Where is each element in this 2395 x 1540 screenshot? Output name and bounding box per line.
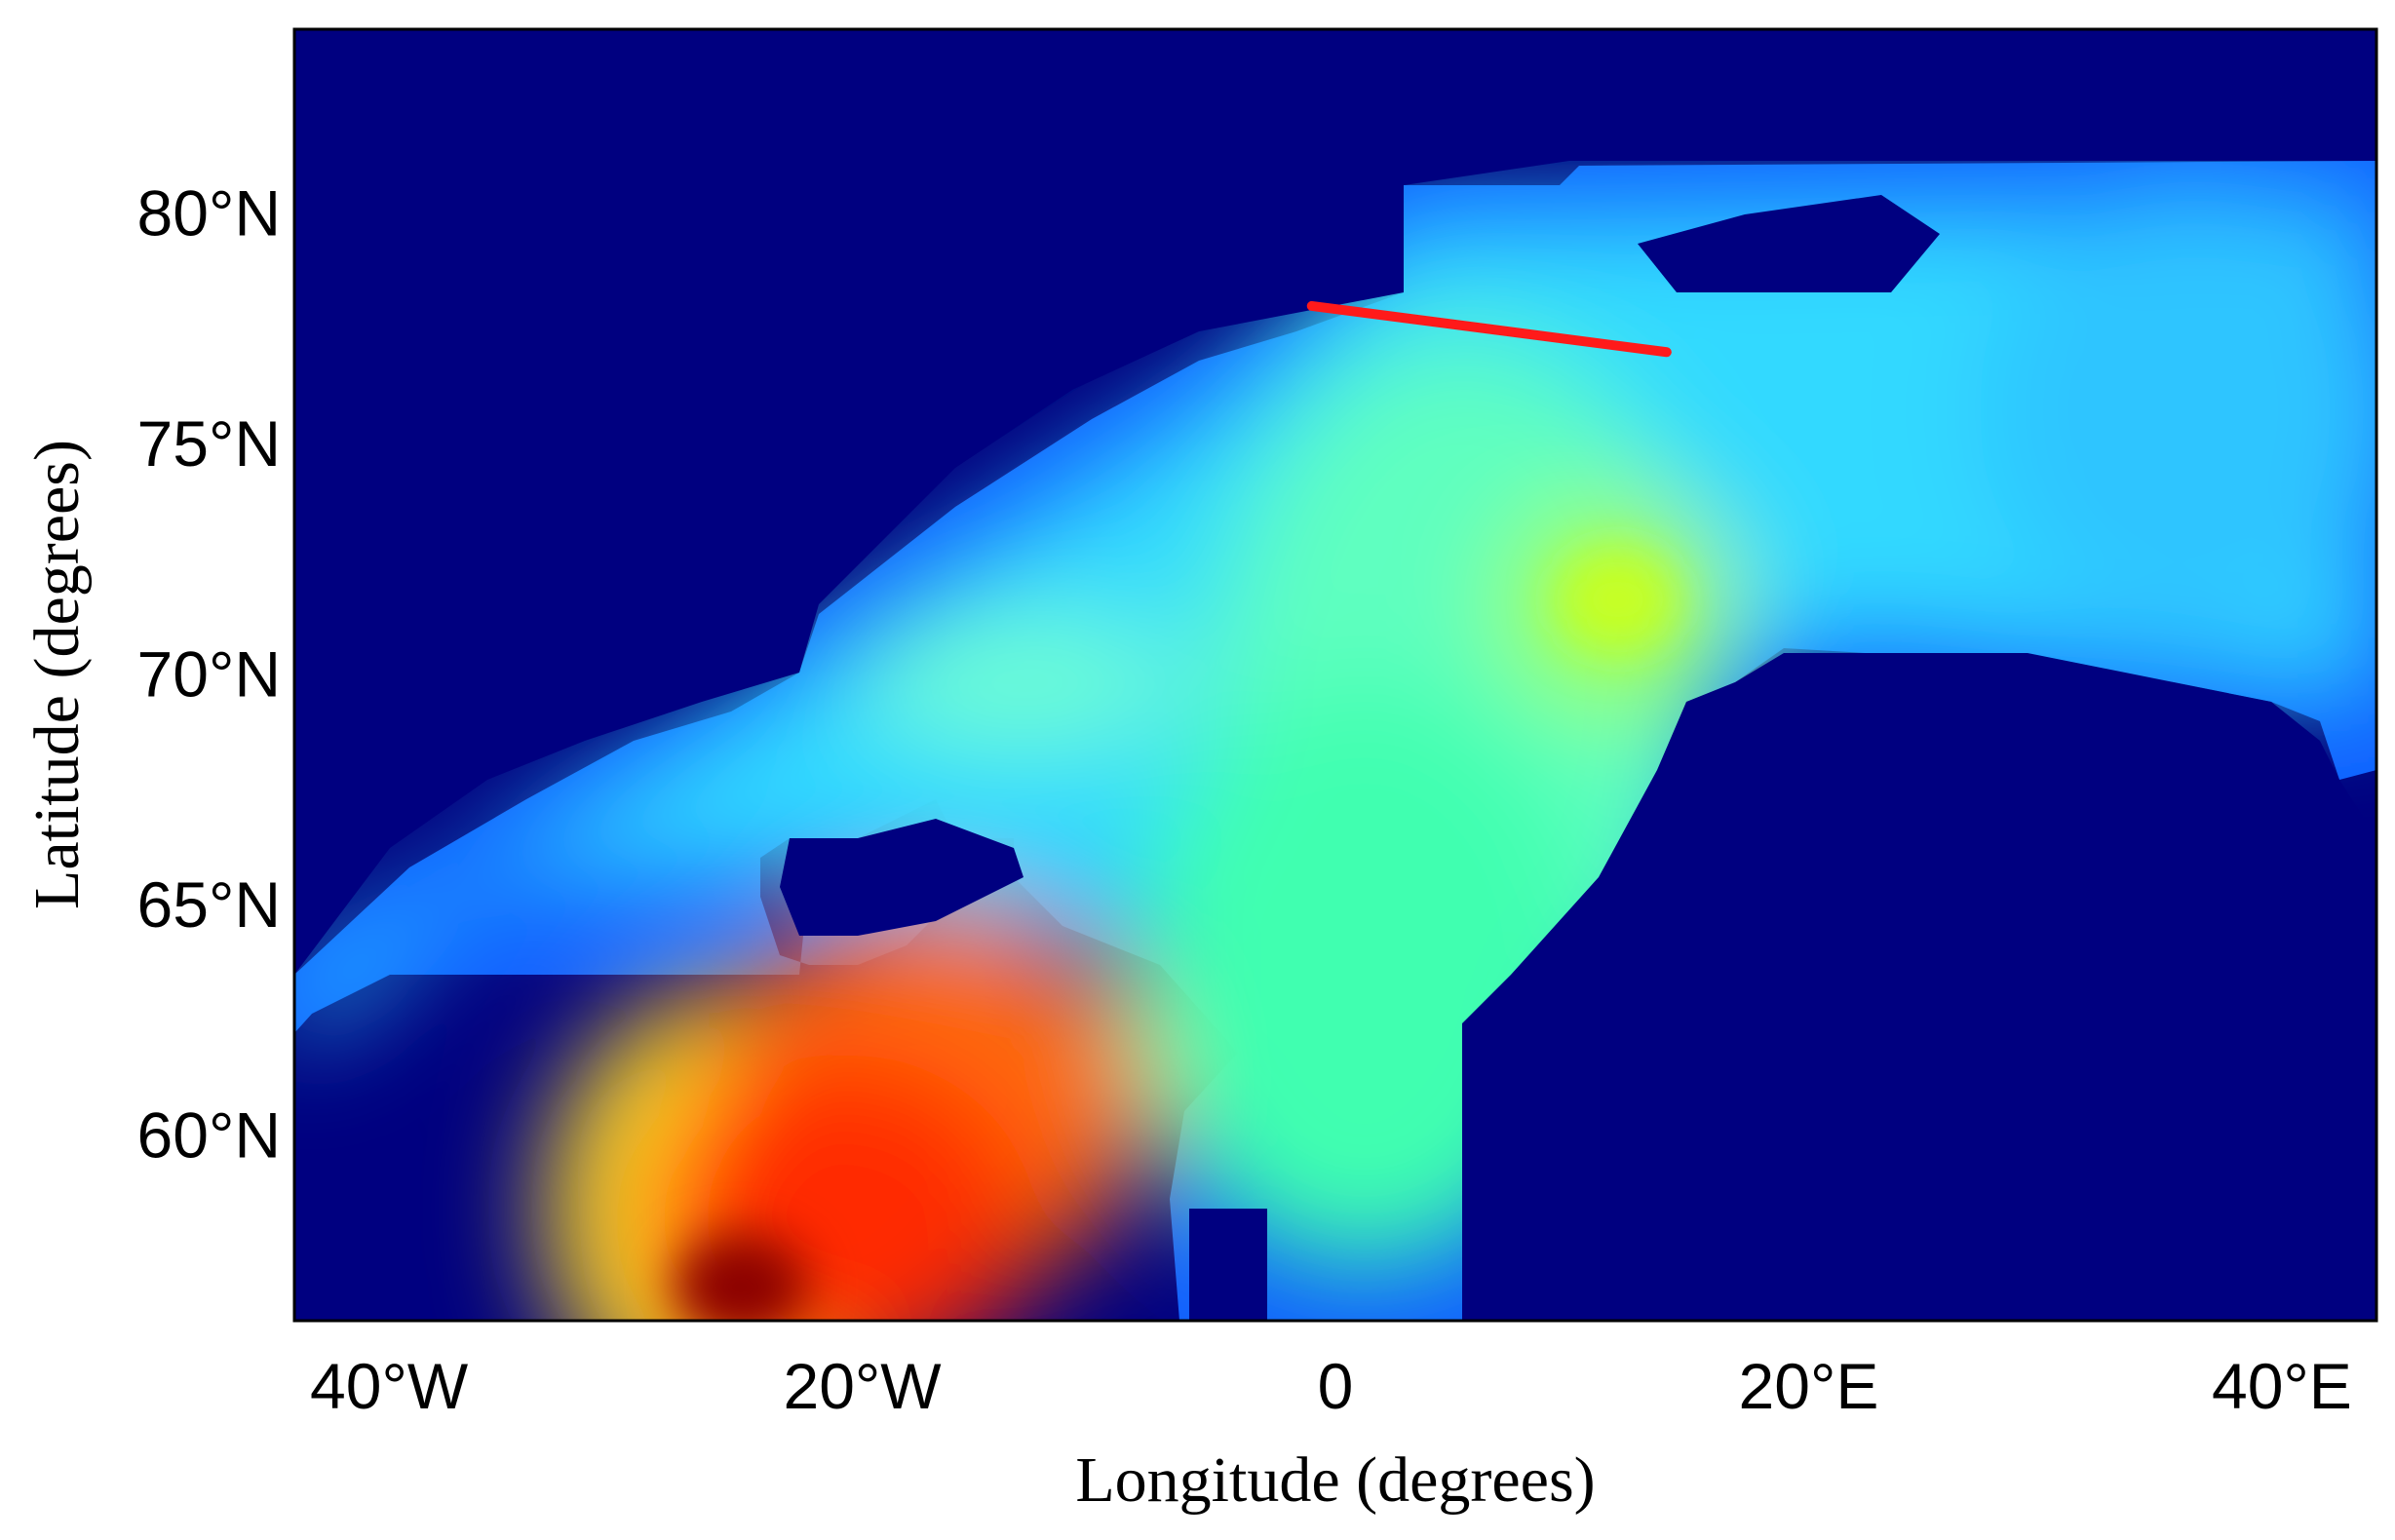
x-axis-title: Longitude (degrees) [1075,1444,1595,1516]
x-tick-label: 20°E [1739,1350,1879,1422]
section-line [1306,300,1672,358]
y-tick-labels: 60°N 65°N 70°N 75°N 80°N [137,176,281,1171]
y-tick-label: 70°N [137,638,281,711]
y-tick-label: 80°N [137,176,281,249]
y-tick-label: 65°N [137,868,281,941]
x-tick-label: 0 [1318,1350,1354,1422]
y-tick-label: 75°N [137,407,281,480]
ocean-field [294,29,2376,1321]
land-masks [294,29,2376,1321]
temperature-blobs [294,175,2376,1321]
x-tick-label: 40°E [2212,1350,2352,1422]
x-tick-label: 40°W [310,1350,469,1422]
axes-frame [292,27,2378,1323]
x-tick-labels: 40°W 20°W 0 20°E 40°E [310,1350,2352,1422]
y-tick-label: 60°N [137,1099,281,1172]
y-axis-title: Latitude (degrees) [21,440,93,909]
x-tick-label: 20°W [783,1350,942,1422]
core-maximum [673,551,1677,1321]
